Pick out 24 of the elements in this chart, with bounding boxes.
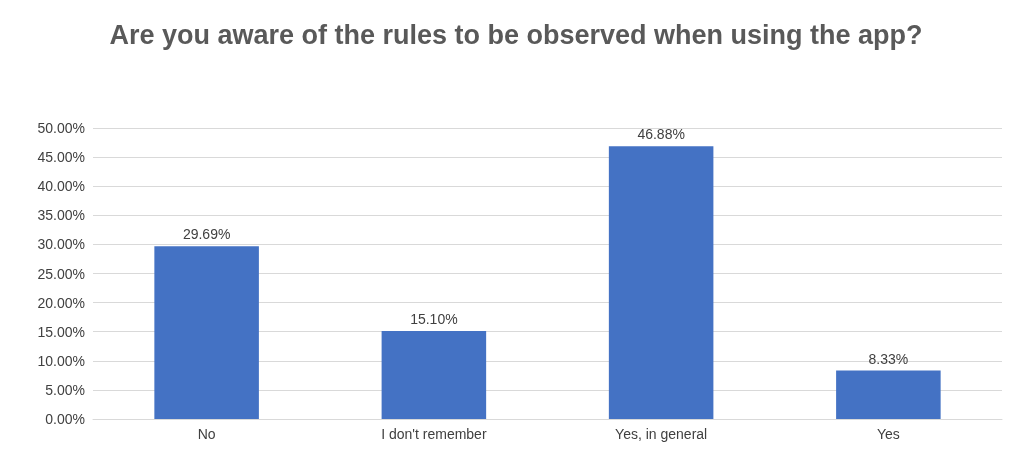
- y-tick-label: 45.00%: [37, 149, 85, 166]
- data-label: 8.33%: [868, 350, 909, 367]
- y-tick-label: 0.00%: [45, 411, 85, 427]
- data-label: 15.10%: [410, 311, 458, 328]
- y-tick-label: 40.00%: [37, 178, 85, 195]
- y-tick-label: 10.00%: [37, 352, 85, 369]
- y-tick-label: 25.00%: [37, 265, 85, 282]
- y-tick-label: 20.00%: [37, 294, 85, 311]
- bar: [381, 331, 487, 419]
- bar: [608, 146, 714, 419]
- x-tick-label: I don't remember: [381, 426, 487, 442]
- y-tick-label: 5.00%: [45, 381, 85, 398]
- y-tick-label: 50.00%: [37, 120, 85, 136]
- bar: [836, 370, 941, 419]
- data-label: 29.69%: [182, 226, 231, 243]
- chart-title: Are you aware of the rules to be observed when using the app?: [109, 20, 923, 50]
- y-tick-label: 35.00%: [37, 207, 85, 224]
- x-tick-label: Yes: [876, 426, 900, 442]
- y-tick-label: 15.00%: [37, 323, 85, 340]
- bar: [154, 246, 259, 419]
- x-tick-label: No: [197, 426, 216, 442]
- x-tick-label: Yes, in general: [615, 426, 708, 442]
- y-tick-label: 30.00%: [37, 236, 85, 253]
- data-label: 46.88%: [637, 126, 685, 143]
